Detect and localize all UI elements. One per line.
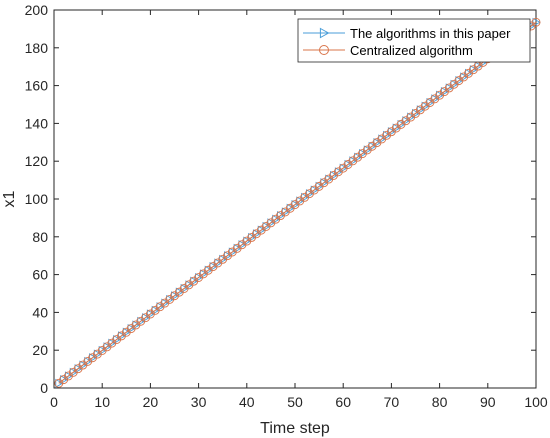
x-tick-label: 40 — [239, 394, 255, 410]
x-tick-label: 90 — [480, 394, 496, 410]
x-tick-label: 80 — [432, 394, 448, 410]
y-tick-label: 180 — [25, 40, 49, 56]
x-tick-label: 30 — [191, 394, 207, 410]
x-tick-label: 100 — [524, 394, 548, 410]
series-layer — [54, 17, 541, 388]
y-tick-label: 100 — [25, 191, 49, 207]
data-point — [55, 378, 64, 388]
legend-marker-series-1 — [319, 27, 330, 39]
plot-area — [53, 9, 537, 389]
data-point — [531, 17, 541, 27]
series-line-2 — [58, 21, 537, 384]
y-tick-label: 160 — [25, 78, 49, 94]
legend-box — [297, 18, 531, 63]
x-tick-label: 10 — [94, 394, 110, 410]
legend-marker-series-2 — [319, 45, 329, 55]
ticks-layer: 0 10 20 30 40 50 60 70 80 90 100 0 20 40 60 80 100 120 140… — [25, 2, 548, 410]
y-tick-label: 120 — [25, 153, 49, 169]
legend: The algorithms in this paper Centralized… — [297, 18, 531, 63]
x-tick-label: 50 — [287, 394, 303, 410]
y-tick-label: 200 — [25, 2, 49, 18]
x-tick-label: 70 — [384, 394, 400, 410]
y-tick-label: 80 — [32, 229, 48, 245]
y-tick-label: 140 — [25, 115, 49, 131]
x-tick-label: 0 — [50, 394, 58, 410]
y-tick-label: 40 — [32, 304, 48, 320]
x-axis-label: Time step — [260, 420, 330, 437]
legend-label-series-1: The algorithms in this paper — [350, 26, 511, 41]
y-axis-label: x1 — [1, 190, 18, 207]
y-tick-label: 0 — [40, 380, 48, 396]
x-tick-label: 60 — [335, 394, 351, 410]
y-tick-label: 60 — [32, 267, 48, 283]
y-tick-label: 20 — [32, 342, 48, 358]
x-tick-label: 20 — [143, 394, 159, 410]
legend-label-series-2: Centralized algorithm — [350, 43, 473, 58]
